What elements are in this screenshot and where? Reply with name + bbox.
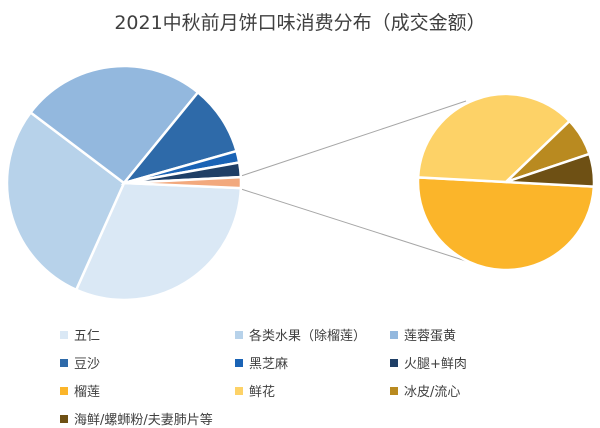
legend-swatch	[60, 386, 68, 395]
legend-label: 五仁	[74, 329, 101, 344]
main-pie-slice-6	[123, 175, 243, 190]
main-pie-slice-2	[28, 64, 200, 185]
legend-label: 各类水果（除榴莲）	[249, 329, 367, 344]
secondary-pie-slice-3	[505, 152, 596, 188]
legend-swatch	[235, 358, 243, 367]
legend-swatch	[235, 330, 243, 339]
legend-swatch	[60, 358, 68, 367]
legend-swatch	[390, 330, 398, 339]
legend-label: 黑芝麻	[249, 357, 289, 372]
legend-swatch	[390, 358, 398, 367]
legend-item: 黑芝麻	[235, 353, 288, 372]
legend-item: 海鲜/螺蛳粉/夫妻肺片等	[60, 409, 213, 428]
legend-label: 海鲜/螺蛳粉/夫妻肺片等	[74, 413, 213, 428]
secondary-pie-slice-0	[416, 176, 596, 271]
legend-swatch	[235, 386, 243, 395]
legend-label: 榴莲	[74, 385, 101, 400]
legend-item: 榴莲	[60, 381, 100, 400]
legend-swatch	[60, 414, 68, 423]
legend-item: 冰皮/流心	[390, 381, 460, 400]
main-pie-slice-0	[74, 181, 243, 302]
secondary-pie-slice-1	[416, 92, 572, 184]
legend-label: 冰皮/流心	[404, 385, 461, 400]
legend-item: 火腿+鲜肉	[390, 353, 467, 372]
chart-title: 2021中秋前月饼口味消费分布（成交金额）	[114, 12, 486, 34]
connector-line-top	[240, 100, 467, 177]
legend-item: 各类水果（除榴莲）	[235, 325, 366, 344]
legend-label: 火腿+鲜肉	[404, 357, 467, 372]
legend-label: 豆沙	[74, 357, 101, 372]
legend-swatch	[60, 330, 68, 339]
legend-item: 五仁	[60, 325, 100, 344]
legend-label: 鲜花	[249, 385, 276, 400]
legend-label: 莲蓉蛋黄	[404, 329, 457, 344]
connector-line-bottom	[240, 188, 467, 262]
legend-swatch	[390, 386, 398, 395]
legend-item: 豆沙	[60, 353, 100, 372]
legend-item: 鲜花	[235, 381, 275, 400]
main-pie-slice-1	[5, 110, 126, 292]
legend-item: 莲蓉蛋黄	[390, 325, 456, 344]
